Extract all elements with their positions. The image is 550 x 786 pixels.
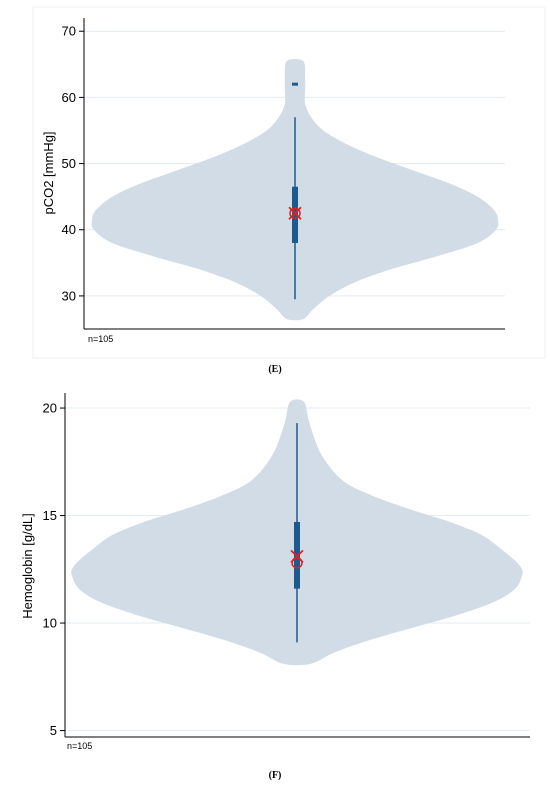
violin-panel-f: 5 10 15 20 Hemoglobin [g/dL] n=105 — [20, 393, 530, 751]
y-tick-label: 5 — [50, 723, 57, 738]
box-plot — [288, 82, 302, 300]
box-plot — [290, 423, 304, 643]
y-axis-label: pCO2 [mmHg] — [41, 131, 56, 214]
y-axis-ticks: 30 40 50 60 70 — [62, 24, 84, 303]
sample-size-note: n=105 — [88, 334, 113, 344]
y-axis-label: Hemoglobin [g/dL] — [20, 513, 35, 619]
y-tick-label: 60 — [62, 90, 76, 105]
panel-caption-e: (E) — [268, 364, 281, 375]
y-tick-label: 30 — [62, 288, 76, 303]
median-marker — [291, 557, 303, 569]
y-tick-label: 20 — [43, 401, 57, 416]
y-tick-label: 70 — [62, 24, 76, 39]
panel-caption-f: (F) — [269, 770, 282, 781]
y-tick-label: 50 — [62, 156, 76, 171]
mean-marker — [290, 549, 304, 564]
sample-size-note: n=105 — [67, 741, 92, 751]
median-marker — [289, 207, 301, 219]
y-tick-label: 40 — [62, 222, 76, 237]
outlier-marker — [292, 82, 298, 86]
y-tick-label: 10 — [43, 616, 57, 631]
violin-panel-e: 30 40 50 60 70 pCO2 [mmHg] n=105 — [32, 6, 546, 359]
mean-marker — [288, 206, 302, 220]
iqr-box — [292, 186, 298, 243]
y-tick-label: 15 — [43, 508, 57, 523]
y-axis-ticks: 5 10 15 20 — [43, 401, 65, 738]
